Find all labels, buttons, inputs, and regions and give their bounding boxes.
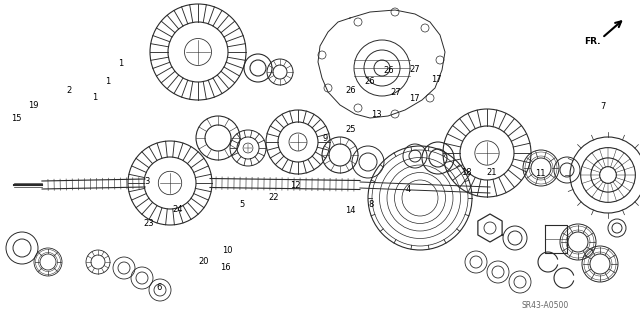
Text: 4: 4 xyxy=(406,185,411,194)
Text: 25: 25 xyxy=(346,125,356,134)
Text: 3: 3 xyxy=(145,177,150,186)
Text: 1: 1 xyxy=(118,59,123,68)
Text: 5: 5 xyxy=(239,200,244,209)
Text: 26: 26 xyxy=(365,77,375,86)
Text: 16: 16 xyxy=(220,263,230,272)
Text: SR43-A0500: SR43-A0500 xyxy=(522,301,568,310)
Text: 20: 20 xyxy=(198,257,209,266)
Text: 26: 26 xyxy=(346,86,356,95)
Text: 10: 10 xyxy=(223,246,233,255)
Text: 1: 1 xyxy=(92,93,97,102)
Text: 1: 1 xyxy=(105,77,110,86)
Text: 22: 22 xyxy=(269,193,279,202)
Text: 8: 8 xyxy=(369,200,374,209)
Text: 19: 19 xyxy=(28,101,38,110)
Text: FR.: FR. xyxy=(584,38,600,47)
Text: 12: 12 xyxy=(291,181,301,189)
Text: 24: 24 xyxy=(173,205,183,214)
Text: 9: 9 xyxy=(323,134,328,143)
Text: 13: 13 xyxy=(371,110,381,119)
Text: 7: 7 xyxy=(600,102,605,111)
Text: 17: 17 xyxy=(410,94,420,103)
Text: 11: 11 xyxy=(535,169,545,178)
Text: 6: 6 xyxy=(156,283,161,292)
Text: 17: 17 xyxy=(431,75,442,84)
Text: 27: 27 xyxy=(410,65,420,74)
Text: 26: 26 xyxy=(384,66,394,75)
Text: 2: 2 xyxy=(67,86,72,95)
Text: 18: 18 xyxy=(461,168,471,177)
Text: 27: 27 xyxy=(390,88,401,97)
Text: 23: 23 xyxy=(143,219,154,228)
Text: 21: 21 xyxy=(486,168,497,177)
Text: 14: 14 xyxy=(346,206,356,215)
Text: 15: 15 xyxy=(11,114,21,122)
